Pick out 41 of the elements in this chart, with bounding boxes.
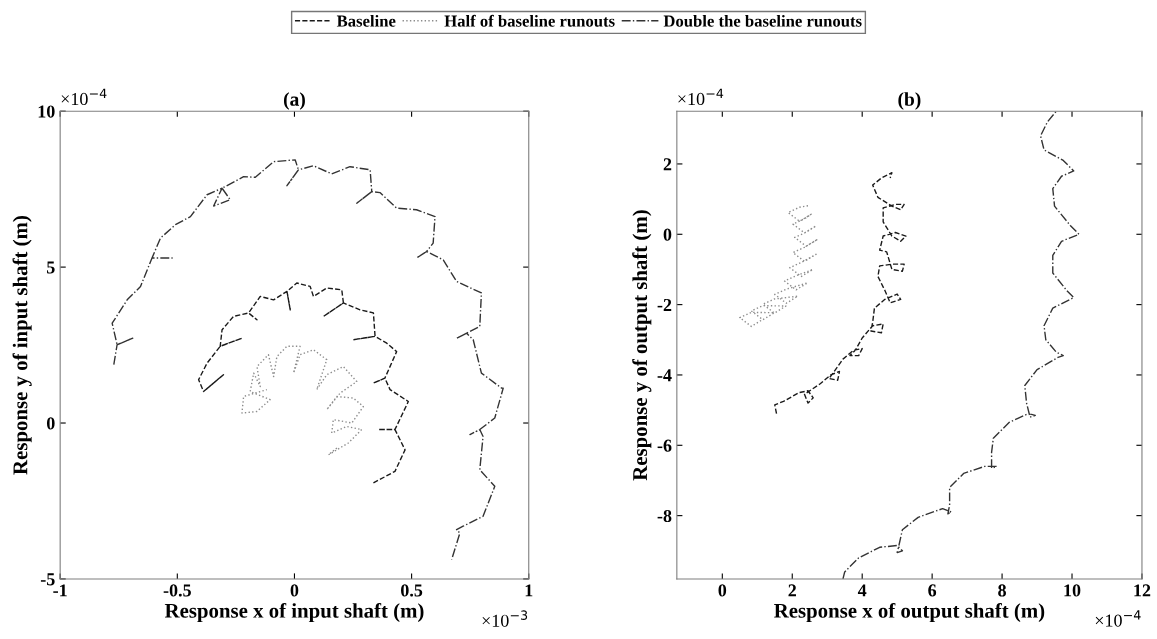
x-tick-label: 0 xyxy=(290,584,299,597)
y-tick-label: -5 xyxy=(40,573,55,586)
y-tick-label: -6 xyxy=(657,439,672,452)
text: ×10$^{−4}$ xyxy=(678,88,724,106)
y-tick-label: -8 xyxy=(657,509,672,523)
x-tick-label: 10 xyxy=(1064,584,1081,597)
text: ×10$^{−4}$ xyxy=(1095,610,1141,627)
text: ×10$^{−3}$ xyxy=(482,610,528,627)
y-tick-label: 10 xyxy=(38,105,55,118)
x-tick-label: 1 xyxy=(525,584,533,597)
line-series xyxy=(111,159,504,561)
x-tick-label: 0 xyxy=(718,584,727,597)
x-tick-label: 8 xyxy=(998,584,1006,597)
y-tick-label: 0 xyxy=(46,417,55,430)
x-tick-label: 0.5 xyxy=(401,584,423,597)
y-tick-label: 2 xyxy=(663,158,672,171)
y-tick-label: 5 xyxy=(47,261,55,274)
line-series xyxy=(774,172,907,415)
x-tick-label: -0.5 xyxy=(163,584,191,597)
legend-label: Baseline xyxy=(336,14,396,27)
chart-title: (a) xyxy=(283,92,305,110)
line-series xyxy=(241,345,365,456)
x-tick-label: 6 xyxy=(928,584,937,597)
y-axis-title: Response y of input shaft (m) xyxy=(12,216,32,475)
line-series xyxy=(739,205,819,328)
x-tick-label: 12 xyxy=(1134,584,1151,597)
y-tick-label: -2 xyxy=(657,298,672,311)
legend-label: Half of baseline runouts xyxy=(444,14,615,27)
y-tick-label: -4 xyxy=(657,369,672,382)
y-axis-title: Response y of output shaft (m) xyxy=(632,210,652,481)
line-series xyxy=(197,282,410,484)
x-tick-label: 2 xyxy=(788,584,796,597)
x-tick-label: 4 xyxy=(857,584,867,597)
text: ×10$^{−4}$ xyxy=(61,88,107,106)
x-axis-title: Response x of output shaft (m) xyxy=(774,602,1045,623)
x-axis-title: Response x of input shaft (m) xyxy=(164,602,424,623)
legend-label: Double the baseline runouts xyxy=(663,14,862,27)
y-tick-label: 0 xyxy=(663,228,672,241)
line-series xyxy=(842,111,1080,579)
chart-title: (b) xyxy=(898,92,921,110)
x-tick-label: -1 xyxy=(53,584,67,597)
